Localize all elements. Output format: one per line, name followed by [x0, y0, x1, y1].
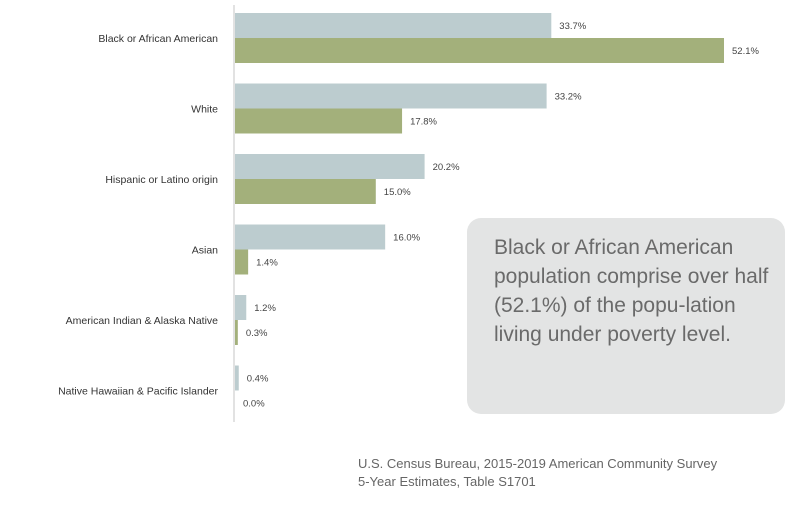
source-line-1: U.S. Census Bureau, 2015-2019 American C…	[358, 456, 718, 471]
category-label: Native Hawaiian & Pacific Islander	[58, 386, 218, 398]
callout-text: Black or African American population com…	[494, 236, 769, 346]
callout-box: Black or African American population com…	[467, 218, 785, 414]
value-label: 1.4%	[256, 258, 278, 269]
value-label: 0.3%	[246, 328, 268, 339]
value-label: 20.2%	[433, 162, 460, 173]
source-note: U.S. Census Bureau, 2015-2019 American C…	[358, 455, 717, 491]
bar-series-2	[235, 108, 403, 134]
value-label: 17.8%	[410, 117, 437, 128]
value-label: 1.2%	[254, 303, 276, 314]
bar-series-1	[235, 154, 425, 179]
value-label: 33.2%	[555, 92, 582, 103]
value-label: 52.1%	[732, 46, 759, 57]
bar-series-1	[235, 295, 247, 320]
value-label: 33.7%	[559, 21, 586, 32]
value-label: 0.0%	[243, 399, 265, 410]
value-label: 15.0%	[384, 187, 411, 198]
bar-series-2	[235, 179, 376, 204]
bar-series-1	[235, 83, 547, 109]
category-label: White	[191, 104, 218, 116]
bar-series-1	[235, 365, 239, 391]
bar-series-1	[235, 224, 386, 250]
bar-series-1	[235, 13, 552, 38]
source-line-2: 5-Year Estimates, Table S1701	[358, 474, 536, 489]
bar-series-2	[235, 320, 238, 345]
value-label: 0.4%	[247, 374, 269, 385]
bar-series-2	[235, 38, 724, 63]
category-label: Hispanic or Latino origin	[105, 174, 218, 186]
bar-series-2	[235, 249, 249, 275]
category-label: American Indian & Alaska Native	[66, 315, 218, 327]
category-label: Asian	[192, 245, 218, 257]
value-label: 16.0%	[393, 233, 420, 244]
category-label: Black or African American	[98, 33, 218, 45]
